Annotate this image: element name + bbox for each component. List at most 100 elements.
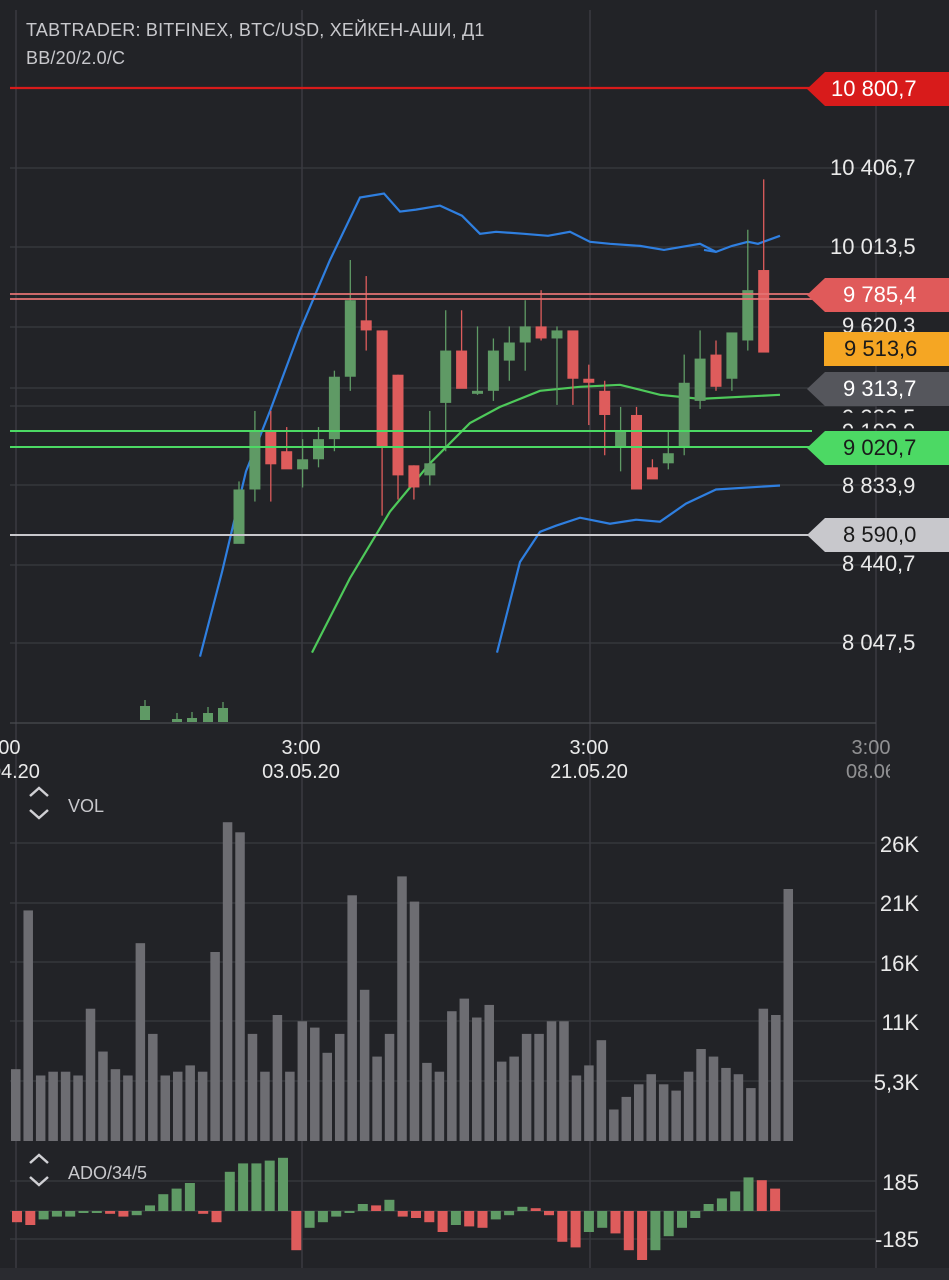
collapse-toggle-ado[interactable]: [26, 1149, 52, 1189]
candle-body: [567, 330, 579, 379]
ado-bar: [450, 1211, 461, 1225]
ado-bar: [716, 1198, 727, 1211]
candle-body: [487, 350, 499, 391]
volume-bar: [247, 1033, 258, 1141]
volume-bar: [571, 1075, 582, 1141]
ado-bar: [490, 1211, 501, 1220]
price-label: 8 833,9: [842, 473, 916, 498]
ado-bar: [743, 1177, 754, 1211]
volume-title: VOL: [68, 796, 105, 816]
candle-body: [631, 414, 642, 490]
ado-bar: [171, 1188, 182, 1211]
volume-bar: [85, 1008, 96, 1141]
ado-bar: [730, 1191, 741, 1211]
ado-bar: [278, 1157, 288, 1211]
bollinger-upper: [198, 192, 717, 657]
candle-body: [328, 376, 340, 440]
ado-bar: [251, 1163, 262, 1211]
candles: [140, 179, 770, 722]
volume-bar: [721, 1067, 731, 1141]
price-tag-9020[interactable]: 9 020,7: [807, 431, 949, 465]
price-label: 10 013,5: [830, 234, 916, 259]
volume-bar: [160, 1075, 171, 1141]
candle-body: [344, 300, 356, 377]
volume-label: 11K: [881, 1010, 919, 1035]
candle-body: [456, 350, 468, 389]
volume-label: 16K: [879, 951, 919, 976]
time-label: 3:00 21.05.20: [550, 737, 628, 783]
candle-body: [187, 718, 197, 722]
volume-bar: [397, 876, 407, 1141]
volume-bar: [546, 1021, 557, 1141]
volume-bar: [123, 1075, 133, 1141]
ado-bar: [557, 1211, 568, 1242]
volume-bar: [48, 1071, 58, 1141]
volume-bar: [35, 1075, 46, 1141]
volume-bar: [98, 1051, 108, 1141]
ado-bar: [264, 1160, 275, 1211]
candle-body: [535, 326, 547, 339]
ado-bar: [397, 1211, 408, 1217]
volume-bar: [197, 1071, 208, 1141]
volume-bars: [11, 822, 794, 1141]
price-label: 10 406,7: [830, 155, 916, 180]
ado-bar: [663, 1211, 674, 1237]
candle-body: [203, 713, 213, 722]
price-tag-8590[interactable]: 8 590,0: [807, 518, 949, 552]
volume-bar: [135, 943, 146, 1141]
price-tag-10800[interactable]: 10 800,7: [807, 72, 949, 106]
candle-body: [360, 320, 372, 331]
candle-body: [678, 382, 690, 448]
ado-bar: [317, 1211, 328, 1223]
volume-bar: [496, 1061, 507, 1141]
ado-bar: [650, 1211, 661, 1251]
bottom-strip: [0, 1268, 949, 1280]
volume-bar: [746, 1088, 756, 1141]
ado-bar: [371, 1205, 382, 1211]
volume-bar: [758, 1008, 769, 1141]
volume-bar: [347, 895, 357, 1141]
volume-bar: [484, 1004, 494, 1141]
ado-bar: [424, 1211, 435, 1223]
volume-bar: [472, 1017, 482, 1141]
candle-body: [472, 390, 483, 394]
candle-body: [503, 342, 515, 361]
chevron-up-down-icon: [29, 786, 49, 820]
ado-bar: [610, 1211, 621, 1234]
volume-bar: [235, 832, 245, 1141]
volume-bar: [771, 1015, 781, 1141]
ado-bar: [12, 1211, 22, 1223]
volume-bar: [73, 1075, 83, 1141]
ado-bar: [211, 1211, 222, 1223]
price-label: 9 102,9: [842, 419, 915, 428]
time-label: 3:0015.04.20: [0, 737, 40, 783]
volume-bar: [521, 1033, 532, 1141]
price-tag-9313[interactable]: 9 313,7: [807, 372, 949, 406]
candle-body: [424, 463, 436, 476]
volume-bar: [783, 889, 794, 1141]
volume-bar: [696, 1049, 706, 1141]
candle-body: [551, 330, 563, 339]
ado-bar: [703, 1204, 714, 1211]
ado-bar: [51, 1211, 62, 1217]
ado-bar: [384, 1199, 395, 1211]
tag-value: 9 313,7: [843, 376, 917, 401]
ado-label: 185: [882, 1170, 919, 1195]
ado-bar: [504, 1211, 515, 1216]
ado-bar: [756, 1180, 767, 1211]
ado-bar: [118, 1211, 129, 1217]
price-tag-9785[interactable]: 9 785,4: [807, 278, 949, 312]
collapse-toggle-vol[interactable]: [26, 782, 52, 822]
volume-bar: [11, 1069, 21, 1141]
bollinger-upper-tail: [703, 234, 781, 254]
volume-bar: [683, 1071, 694, 1141]
price-tag-9513[interactable]: 9 513,6: [824, 332, 949, 366]
candle-body: [297, 459, 309, 470]
volume-bar: [646, 1074, 656, 1141]
price-label: 8 440,7: [842, 551, 916, 576]
time-label: 3:00 08.06: [845, 737, 897, 783]
volume-bar: [671, 1090, 681, 1141]
candle-body: [249, 431, 261, 490]
volume-bar: [60, 1071, 71, 1141]
